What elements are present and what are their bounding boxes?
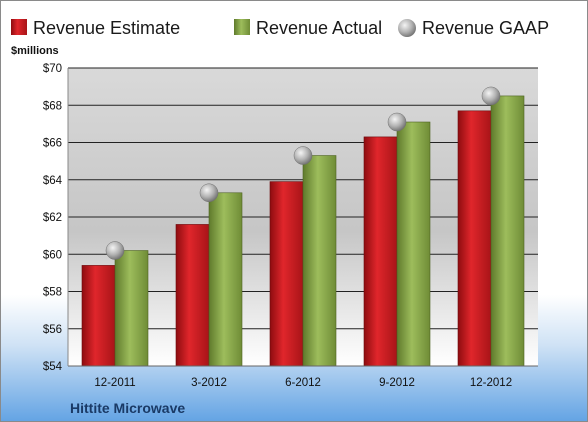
x-tick-label: 6-2012 <box>285 377 321 389</box>
marker-gaap <box>387 112 407 132</box>
legend-item-estimate: Revenue Estimate <box>11 18 180 38</box>
y-tick-label: $58 <box>43 287 62 299</box>
y-tick-label: $62 <box>43 212 62 224</box>
x-tick-label: 9-2012 <box>379 377 415 389</box>
x-tick-label: 3-2012 <box>191 377 227 389</box>
x-tick-label: 12-2012 <box>470 377 512 389</box>
legend-label-actual: Revenue Actual <box>256 18 382 38</box>
legend-swatch-gaap <box>398 19 416 37</box>
y-tick-label: $60 <box>43 249 62 261</box>
x-tick-label: 12-2011 <box>94 377 135 389</box>
bar-actual <box>114 250 149 367</box>
y-axis-ticks: $54 $56 $58 $60 $62 $64 $66 $68 $70 <box>43 63 63 373</box>
bar-actual <box>208 192 243 367</box>
bars <box>81 95 525 367</box>
bar-estimate <box>269 181 304 367</box>
bar-actual <box>490 95 525 367</box>
y-axis-unit-label: $millions <box>11 45 59 57</box>
legend-label-gaap: Revenue GAAP <box>422 18 549 38</box>
x-axis-ticks: 12-2011 3-2012 6-2012 9-2012 12-2012 <box>94 377 512 389</box>
legend: Revenue Estimate Revenue Actual Revenue … <box>11 18 549 38</box>
bar-actual <box>396 121 431 367</box>
marker-gaap <box>199 183 219 203</box>
company-name: Hittite Microwave <box>70 400 185 416</box>
marker-gaap <box>105 241 125 260</box>
marker-gaap <box>481 86 501 106</box>
y-tick-label: $66 <box>43 138 62 150</box>
legend-swatch-actual <box>234 19 250 35</box>
bar-estimate <box>363 136 398 367</box>
y-tick-label: $64 <box>43 175 63 187</box>
legend-label-estimate: Revenue Estimate <box>33 18 180 38</box>
bar-actual <box>302 155 337 367</box>
y-tick-label: $56 <box>43 324 62 336</box>
y-tick-label: $68 <box>43 100 62 112</box>
legend-item-gaap: Revenue GAAP <box>398 18 549 38</box>
y-tick-label: $54 <box>43 361 63 373</box>
bar-estimate <box>457 110 492 367</box>
y-tick-label: $70 <box>43 63 62 75</box>
marker-gaap <box>293 146 313 165</box>
legend-item-actual: Revenue Actual <box>234 18 382 38</box>
bar-estimate <box>175 224 210 367</box>
legend-swatch-estimate <box>11 19 27 35</box>
gaap-markers <box>105 86 501 260</box>
bar-estimate <box>81 265 116 367</box>
